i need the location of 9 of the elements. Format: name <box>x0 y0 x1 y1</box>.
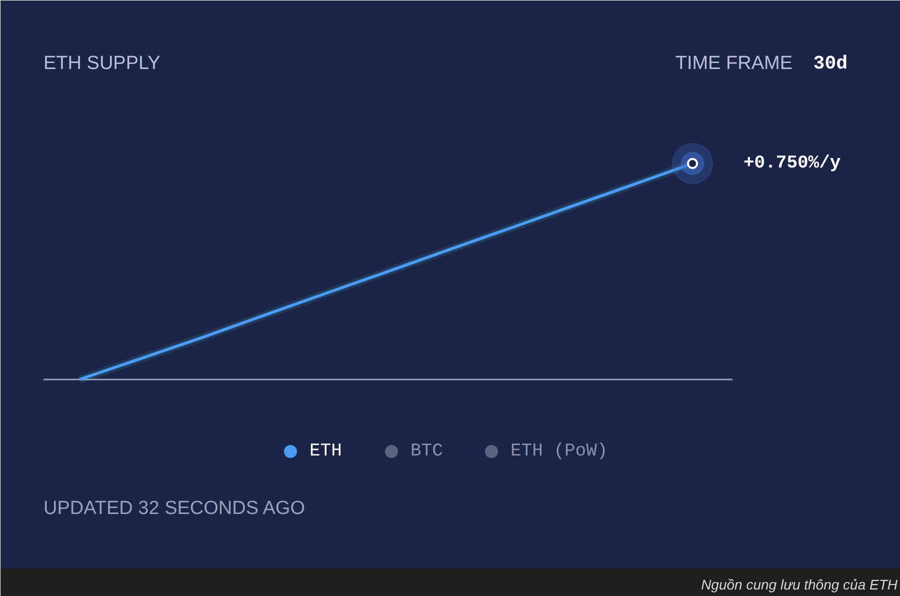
text: UPDATED 32 SECONDS AGO <box>44 498 305 519</box>
legend-label: ETH <box>310 442 342 462</box>
legend-label: ETH (PoW) <box>510 442 608 462</box>
legend-label: BTC <box>410 442 444 462</box>
text: Nguồn cung lưu thông của ETH <box>701 576 898 592</box>
text: TIME FRAME <box>675 53 793 74</box>
chart-title: ETH SUPPLY <box>44 53 161 74</box>
text: +0.750%/y <box>744 154 841 174</box>
text: 30d <box>813 52 848 74</box>
